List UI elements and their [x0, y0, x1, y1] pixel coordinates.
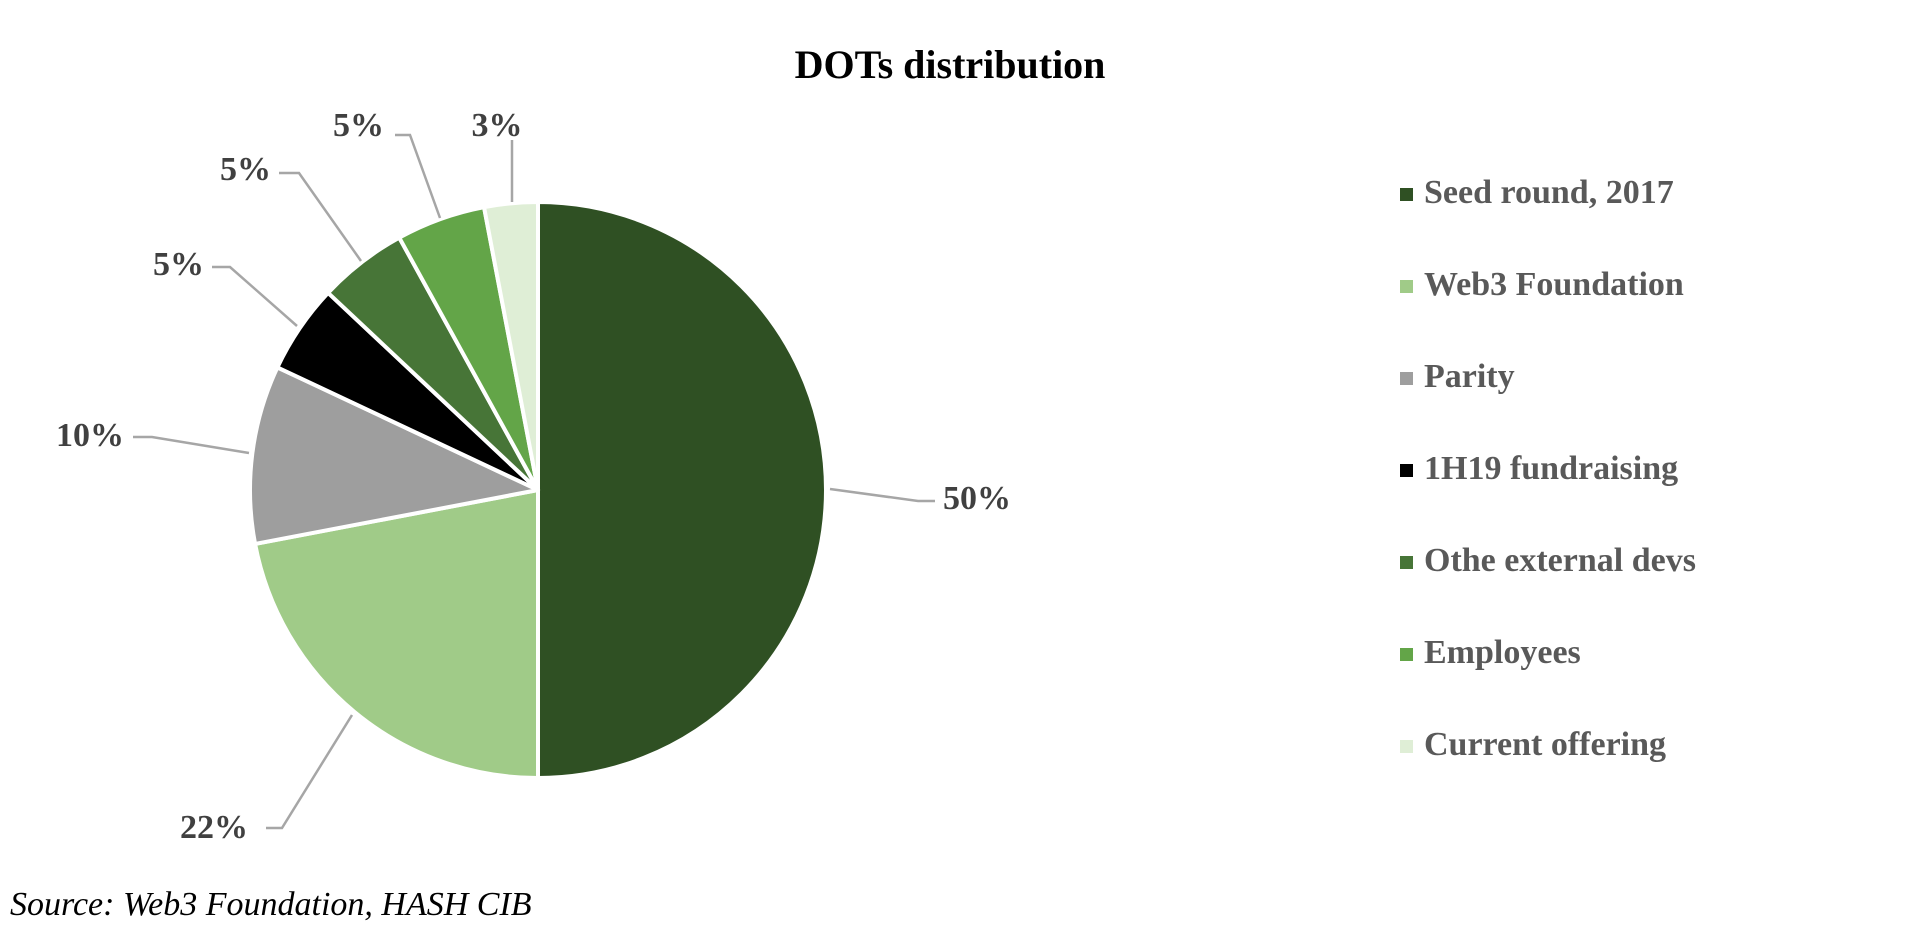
data-label-current-offering: 3% [472, 107, 523, 144]
legend-label-othe-external-devs: Othe external devs [1424, 542, 1696, 579]
pie-slices [248, 200, 828, 780]
legend-item-web3-foundation: Web3 Foundation [1400, 266, 1684, 303]
leader-lines [133, 133, 935, 830]
leader-line-othe-external-devs [279, 171, 363, 262]
legend-label-current-offering: Current offering [1424, 726, 1666, 763]
leader-line-parity [133, 435, 250, 455]
legend-swatch-employees [1400, 648, 1413, 661]
legend-item-parity: Parity [1400, 358, 1515, 395]
legend-label-1h19-fundraising: 1H19 fundraising [1424, 450, 1678, 487]
pie-slice-web3-foundation [253, 488, 540, 780]
data-label-parity: 10% [56, 417, 124, 454]
legend-label-parity: Parity [1424, 358, 1515, 395]
legend-label-seed-round-2017: Seed round, 2017 [1424, 174, 1674, 211]
legend-swatch-1h19-fundraising [1400, 464, 1413, 477]
legend-swatch-current-offering [1400, 740, 1413, 753]
pie-slice-parity [248, 365, 540, 546]
legend-label-employees: Employees [1424, 634, 1581, 671]
legend-swatch-parity [1400, 372, 1413, 385]
data-label-othe-external-devs: 5% [220, 151, 271, 188]
legend-swatch-seed-round-2017 [1400, 188, 1413, 201]
leader-line-web3-foundation [266, 714, 354, 830]
pie-slice-current-offering [482, 200, 540, 492]
data-labels: 50% 22% 10% 5% 5% 5% 3% [56, 107, 1011, 846]
legend-item-employees: Employees [1400, 634, 1581, 671]
source-note: Source: Web3 Foundation, HASH CIB [10, 886, 532, 923]
data-label-1h19-fundraising: 5% [153, 246, 204, 283]
legend-swatch-web3-foundation [1400, 280, 1413, 293]
legend-item-1h19-fundraising: 1H19 fundraising [1400, 450, 1678, 487]
chart-title: DOTs distribution [795, 42, 1106, 87]
legend-label-web3-foundation: Web3 Foundation [1424, 266, 1684, 303]
data-label-web3-foundation: 22% [180, 809, 248, 846]
legend-item-seed-round-2017: Seed round, 2017 [1400, 174, 1674, 211]
data-label-employees: 5% [333, 107, 384, 144]
leader-line-seed-round-2017 [829, 487, 935, 503]
leader-line-1h19-fundraising [212, 265, 298, 327]
leader-line-employees [395, 133, 442, 219]
legend-swatch-othe-external-devs [1400, 556, 1413, 569]
legend: Seed round, 2017 Web3 Foundation Parity 1H1… [1400, 174, 1696, 763]
pie-slice-seed-round-2017 [536, 200, 828, 780]
legend-item-current-offering: Current offering [1400, 726, 1666, 763]
legend-item-othe-external-devs: Othe external devs [1400, 542, 1696, 579]
data-label-seed-round-2017: 50% [943, 480, 1011, 517]
